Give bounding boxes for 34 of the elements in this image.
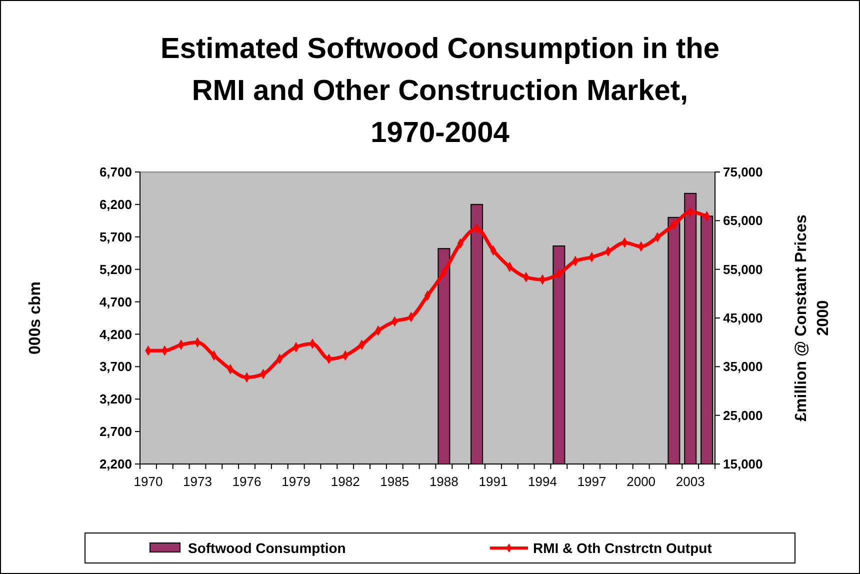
- y2-tick-label: 45,000: [723, 310, 763, 326]
- y2-tick-label: 75,000: [723, 164, 763, 180]
- x-tick-label: 1982: [330, 474, 360, 489]
- x-tick-label: 1988: [429, 474, 458, 489]
- legend-label: Softwood Consumption: [188, 540, 346, 556]
- x-tick-label: 1997: [577, 474, 606, 489]
- x-tick-label: 1976: [232, 474, 262, 489]
- y2-tick-label: 65,000: [723, 213, 763, 228]
- x-tick-label: 2000: [626, 474, 656, 489]
- y2-tick-label: 25,000: [723, 408, 763, 423]
- x-tick-label: 1985: [380, 474, 410, 489]
- y-tick-label: 2,200: [99, 456, 132, 472]
- y-tick-label: 3,700: [99, 359, 132, 374]
- y-tick-label: 5,200: [99, 262, 132, 277]
- y-tick-label: 6,700: [99, 164, 132, 180]
- x-tick-label: 2003: [676, 474, 705, 489]
- y-tick-label: 4,700: [99, 294, 132, 310]
- x-tick-label: 1979: [282, 474, 311, 489]
- y2-tick-label: 15,000: [723, 456, 763, 472]
- chart-title: Estimated Softwood Consumption in the RMI and Other Construction Market, 1970-2004: [160, 33, 720, 149]
- x-tick-label: 1991: [478, 474, 508, 489]
- y-tick-label: 4,200: [99, 326, 132, 342]
- y-tick-label: 3,200: [99, 392, 132, 407]
- x-tick-label: 1973: [183, 474, 212, 489]
- y-tick-label: 6,200: [99, 196, 132, 212]
- y2-tick-label: 35,000: [723, 359, 763, 374]
- y2-tick-label: 55,000: [723, 262, 763, 277]
- y-tick-label: 2,700: [99, 424, 132, 440]
- legend-label: RMI & Oth Cnstrctn Output: [533, 540, 712, 556]
- y-tick-label: 5,700: [99, 229, 132, 244]
- y2-axis-title: £million @ Constant Prices 2000: [793, 214, 832, 422]
- y-axis-title: 000s cbm: [27, 282, 44, 354]
- x-tick-label: 1970: [134, 474, 163, 489]
- x-tick-label: 1994: [528, 474, 557, 489]
